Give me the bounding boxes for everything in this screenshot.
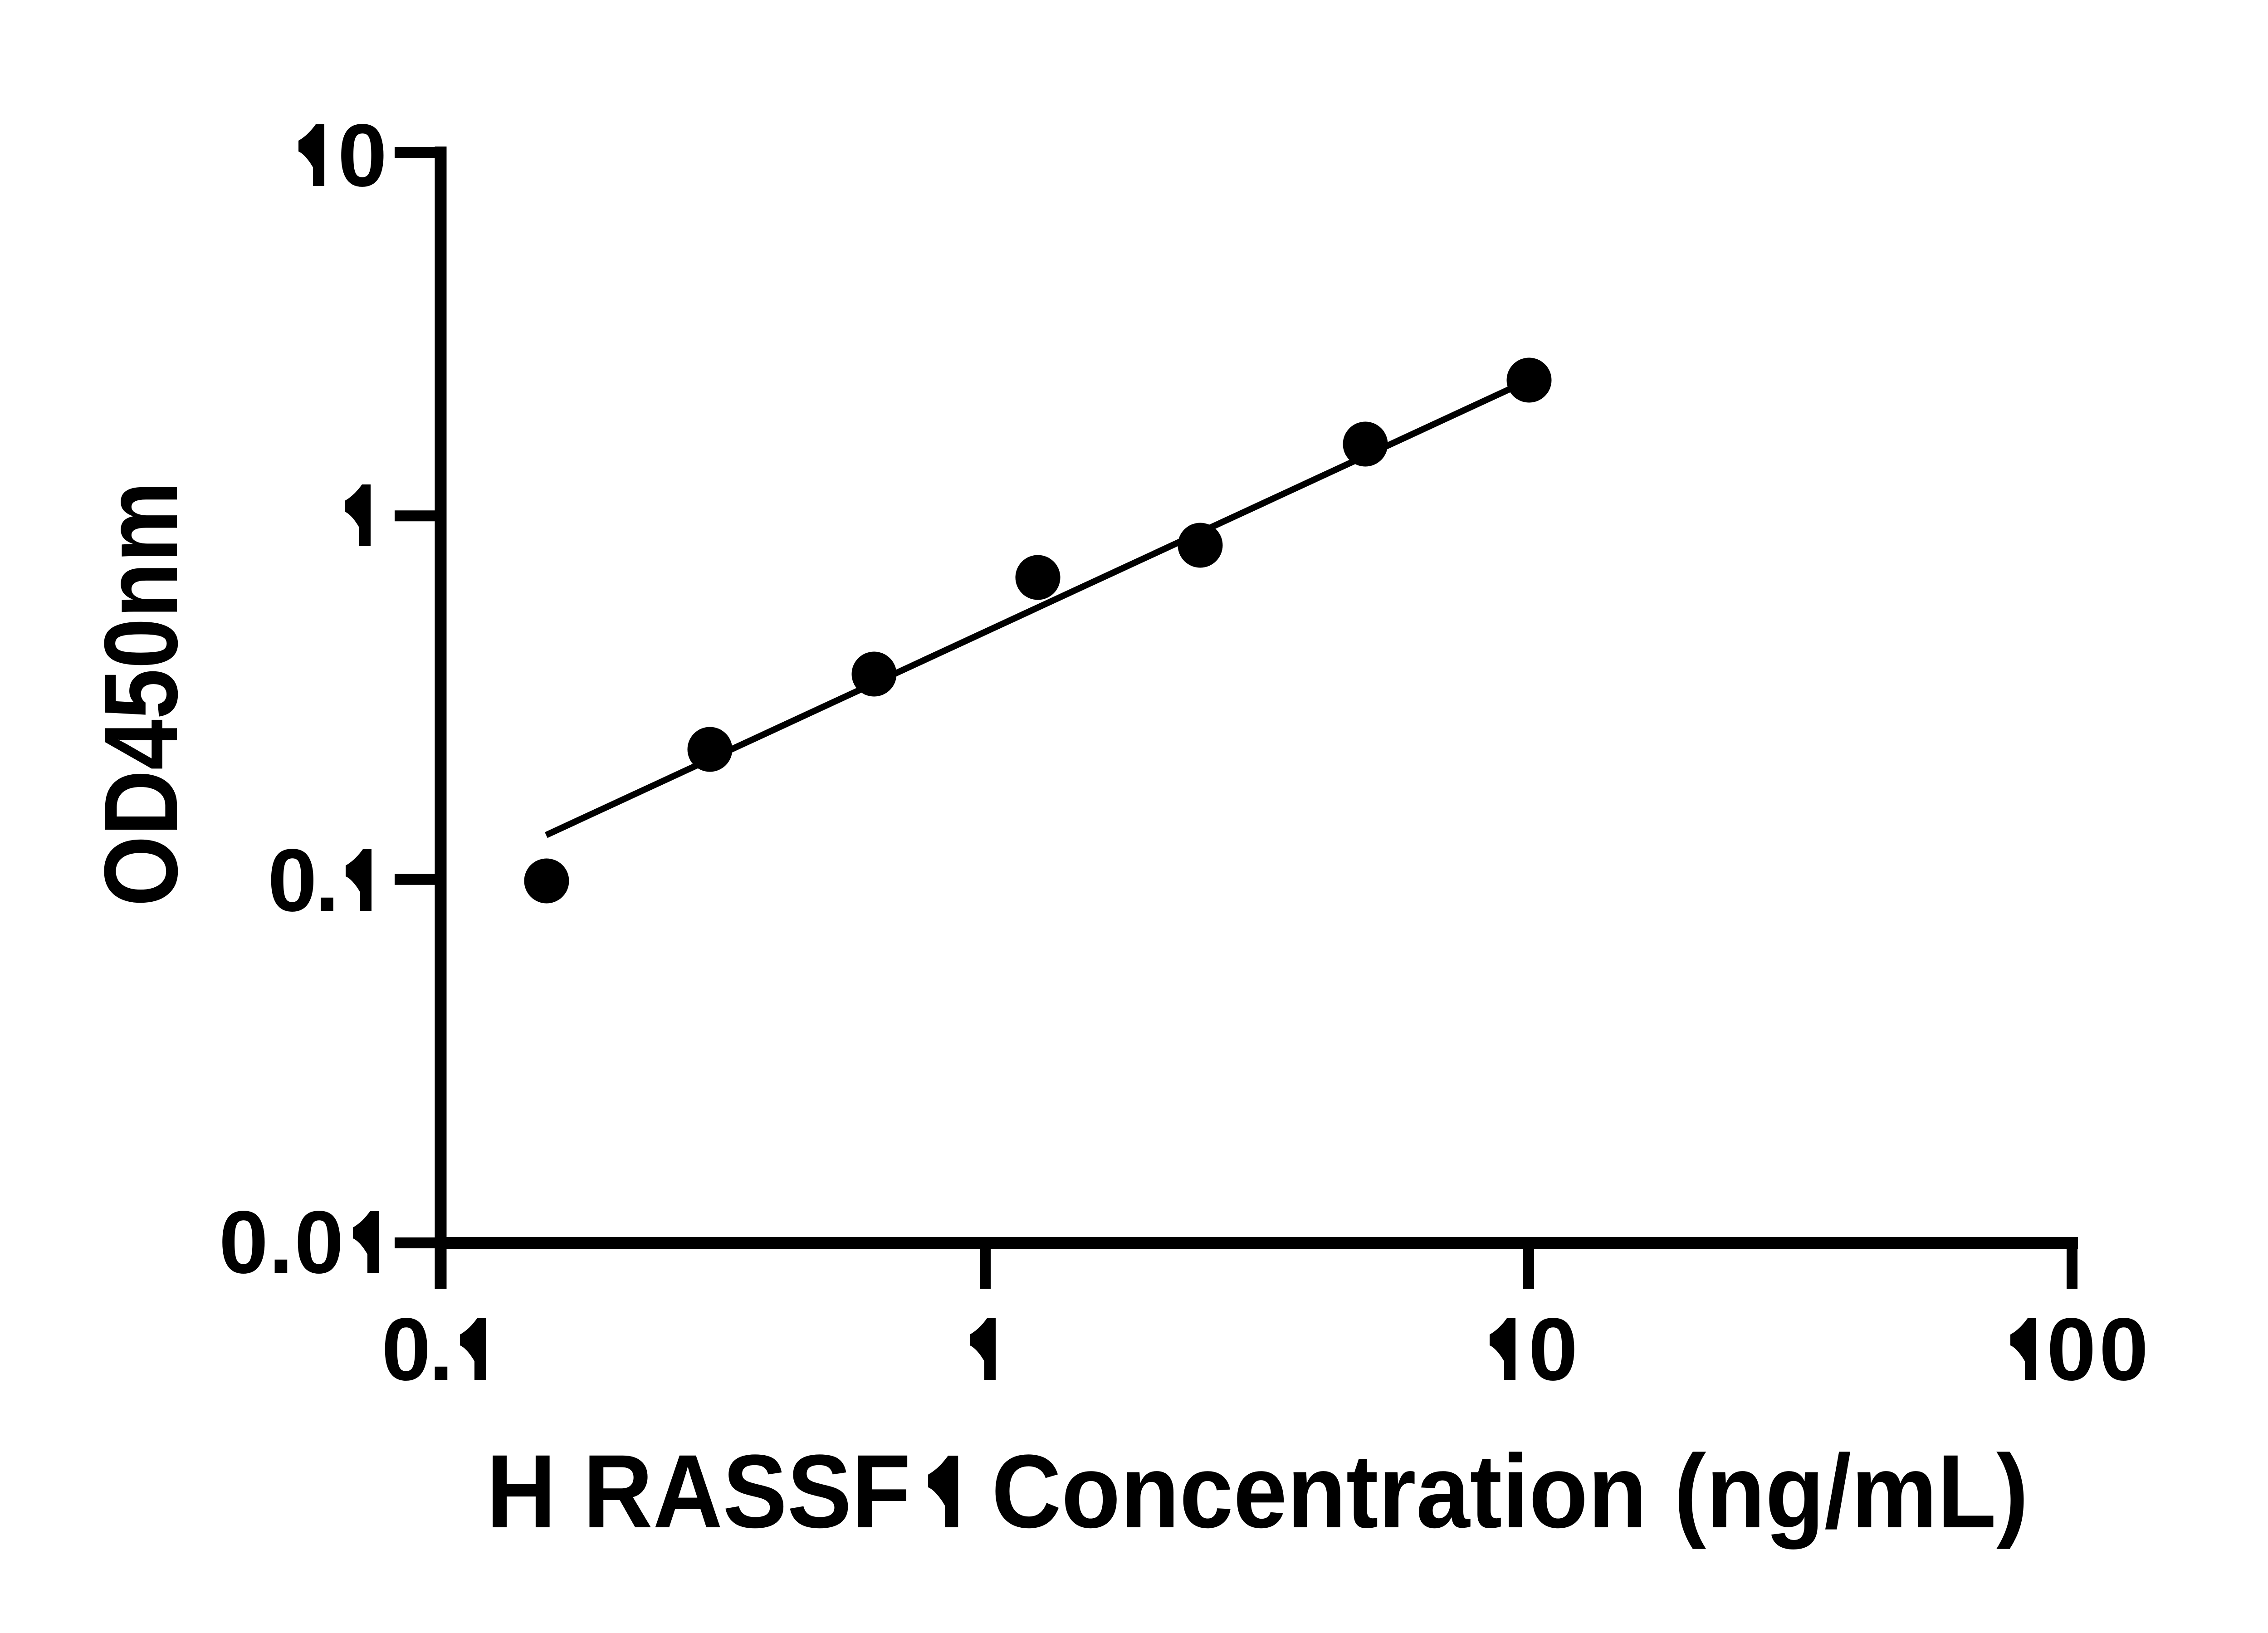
svg-text:.: . [315, 831, 339, 930]
svg-text:0: 0 [381, 1300, 431, 1399]
svg-text:0: 0 [337, 106, 387, 205]
svg-text:0: 0 [2047, 1300, 2096, 1399]
svg-text:0: 0 [268, 831, 317, 930]
svg-text:H RASSF1 Concentration (ng/mL): H RASSF1 Concentration (ng/mL) [486, 1433, 2028, 1550]
svg-text:0: 0 [219, 1193, 268, 1292]
svg-text:OD450nm: OD450nm [83, 482, 199, 907]
svg-text:0: 0 [294, 1193, 344, 1292]
svg-text:0: 0 [2099, 1300, 2148, 1399]
svg-text:0: 0 [1528, 1300, 1578, 1399]
svg-text:.: . [429, 1300, 453, 1399]
svg-text:.: . [269, 1193, 293, 1292]
